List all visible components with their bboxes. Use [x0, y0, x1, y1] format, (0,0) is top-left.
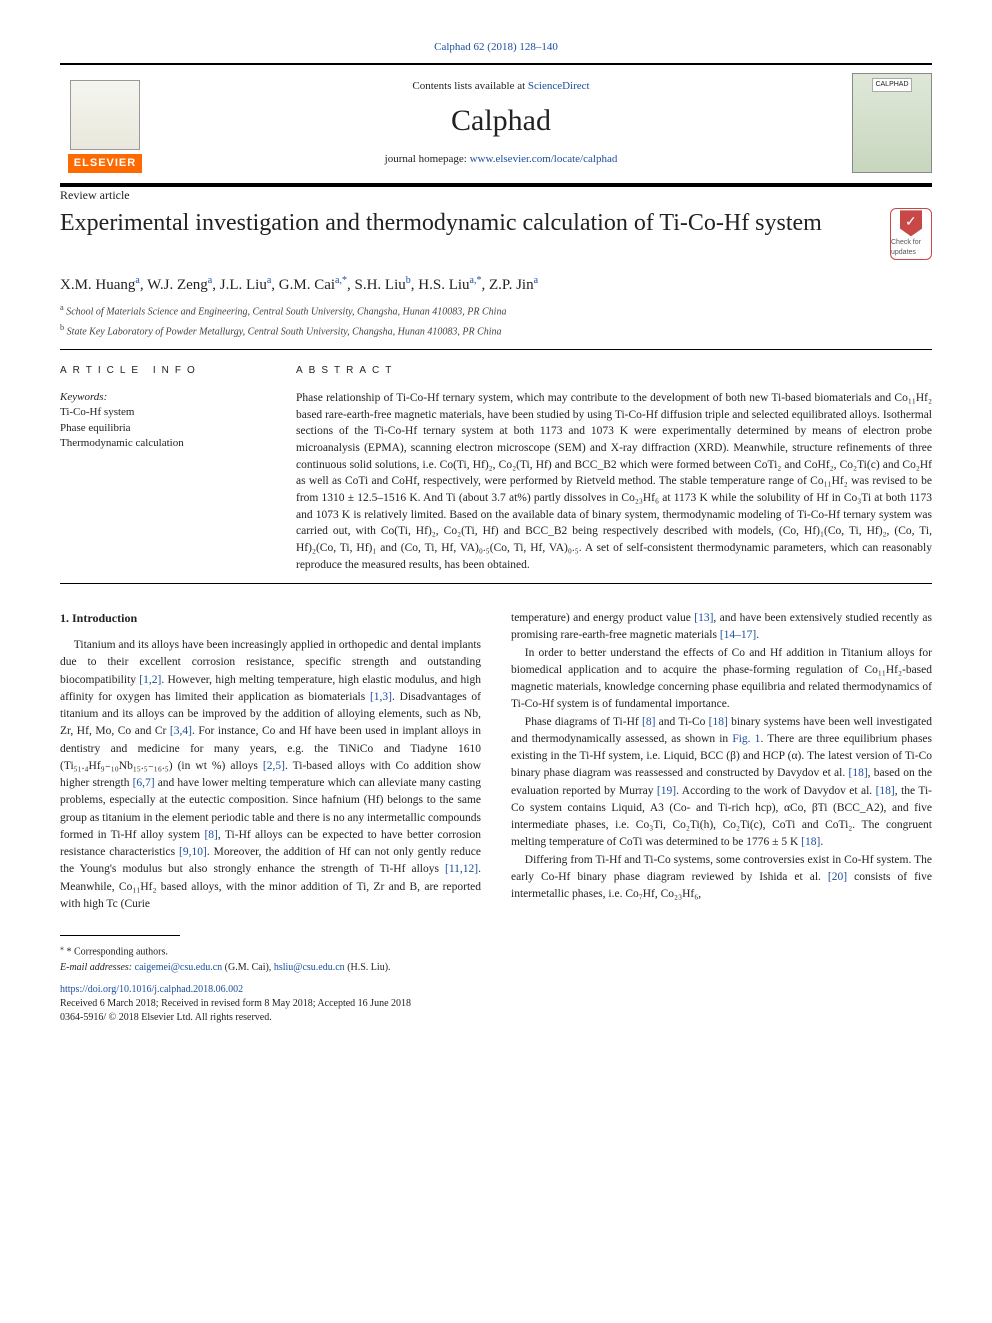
- article-info-column: ARTICLE INFO Keywords: Ti-Co-Hf systemPh…: [60, 364, 260, 573]
- contents-line: Contents lists available at ScienceDirec…: [170, 79, 832, 94]
- footnote-rule: [60, 935, 180, 936]
- citation-link[interactable]: [20]: [828, 871, 847, 883]
- email-link[interactable]: hsliu@csu.edu.cn: [274, 962, 345, 973]
- citation-link[interactable]: [8]: [204, 829, 217, 841]
- citation-link[interactable]: [18]: [709, 716, 728, 728]
- affiliation: b State Key Laboratory of Powder Metallu…: [60, 322, 932, 339]
- check-updates-badge[interactable]: Check for updates: [890, 208, 932, 260]
- article-title: Experimental investigation and thermodyn…: [60, 208, 874, 238]
- body-paragraph: temperature) and energy product value [1…: [511, 610, 932, 645]
- journal-name: Calphad: [170, 100, 832, 142]
- elsevier-tree-icon: [70, 80, 140, 150]
- abstract-text: Phase relationship of Ti-Co-Hf ternary s…: [296, 390, 932, 573]
- masthead: ELSEVIER Contents lists available at Sci…: [60, 63, 932, 187]
- section-heading: 1. Introduction: [60, 610, 481, 627]
- keywords-label: Keywords:: [60, 390, 260, 405]
- doi-link[interactable]: https://doi.org/10.1016/j.calphad.2018.0…: [60, 984, 243, 995]
- citation-link[interactable]: [1,3]: [370, 691, 392, 703]
- citation-link[interactable]: [9,10]: [179, 846, 207, 858]
- masthead-center: Contents lists available at ScienceDirec…: [170, 79, 832, 168]
- citation-link[interactable]: [6,7]: [133, 777, 155, 789]
- copyright-line: 0364-5916/ © 2018 Elsevier Ltd. All righ…: [60, 1012, 272, 1023]
- body-paragraph: Phase diagrams of Ti-Hf [8] and Ti-Co [1…: [511, 714, 932, 852]
- figure-link[interactable]: Fig. 1: [732, 733, 760, 745]
- journal-homepage-line: journal homepage: www.elsevier.com/locat…: [170, 152, 832, 167]
- journal-cover-thumb: CALPHAD: [852, 73, 932, 173]
- publisher-name: ELSEVIER: [68, 154, 142, 173]
- citation-link[interactable]: [18]: [876, 785, 895, 797]
- author-list: X.M. Huanga, W.J. Zenga, J.L. Liua, G.M.…: [60, 274, 932, 296]
- issue-ref: Calphad 62 (2018) 128–140: [60, 40, 932, 55]
- citation-link[interactable]: [14–17]: [720, 629, 756, 641]
- citation-link[interactable]: [1,2]: [139, 674, 161, 686]
- email-link[interactable]: caigemei@csu.edu.cn: [135, 962, 223, 973]
- keyword: Phase equilibria: [60, 421, 260, 436]
- doi-block: https://doi.org/10.1016/j.calphad.2018.0…: [60, 983, 932, 1025]
- citation-link[interactable]: [18]: [848, 767, 867, 779]
- citation-link[interactable]: [11,12]: [445, 863, 478, 875]
- journal-cover-label: CALPHAD: [872, 78, 911, 92]
- updates-label: Check for updates: [891, 238, 931, 258]
- email-line: E-mail addresses: caigemei@csu.edu.cn (G…: [60, 961, 932, 975]
- sciencedirect-link[interactable]: ScienceDirect: [528, 80, 590, 92]
- corr-label: * Corresponding authors.: [67, 946, 168, 957]
- body-paragraph: In order to better understand the effect…: [511, 645, 932, 714]
- citation-link[interactable]: [13]: [694, 612, 713, 624]
- issue-link[interactable]: Calphad 62 (2018) 128–140: [434, 41, 558, 53]
- checkmark-icon: [900, 210, 922, 236]
- abstract-heading: ABSTRACT: [296, 364, 932, 378]
- citation-link[interactable]: [3,4]: [170, 725, 192, 737]
- corresponding-note: ⁎ * Corresponding authors.: [60, 942, 932, 959]
- contents-prefix: Contents lists available at: [412, 80, 527, 92]
- body-paragraph: Differing from Ti-Hf and Ti-Co systems, …: [511, 852, 932, 904]
- journal-homepage-link[interactable]: www.elsevier.com/locate/calphad: [470, 153, 618, 165]
- article-type: Review article: [60, 187, 932, 204]
- citation-link[interactable]: [8]: [642, 716, 655, 728]
- body-columns: 1. Introduction Titanium and its alloys …: [60, 610, 932, 913]
- body-paragraph: Titanium and its alloys have been increa…: [60, 637, 481, 913]
- affiliation: a School of Materials Science and Engine…: [60, 302, 932, 319]
- keyword: Ti-Co-Hf system: [60, 405, 260, 420]
- homepage-prefix: journal homepage:: [385, 153, 470, 165]
- divider: [60, 349, 932, 350]
- citation-link[interactable]: [19]: [657, 785, 676, 797]
- keyword: Thermodynamic calculation: [60, 436, 260, 451]
- article-info-heading: ARTICLE INFO: [60, 364, 260, 378]
- citation-link[interactable]: [2,5]: [263, 760, 285, 772]
- citation-link[interactable]: [18]: [801, 836, 820, 848]
- divider: [60, 583, 932, 584]
- email-label: E-mail addresses:: [60, 962, 135, 973]
- publisher-logo: ELSEVIER: [60, 73, 150, 173]
- abstract-column: ABSTRACT Phase relationship of Ti-Co-Hf …: [296, 364, 932, 573]
- received-line: Received 6 March 2018; Received in revis…: [60, 998, 411, 1009]
